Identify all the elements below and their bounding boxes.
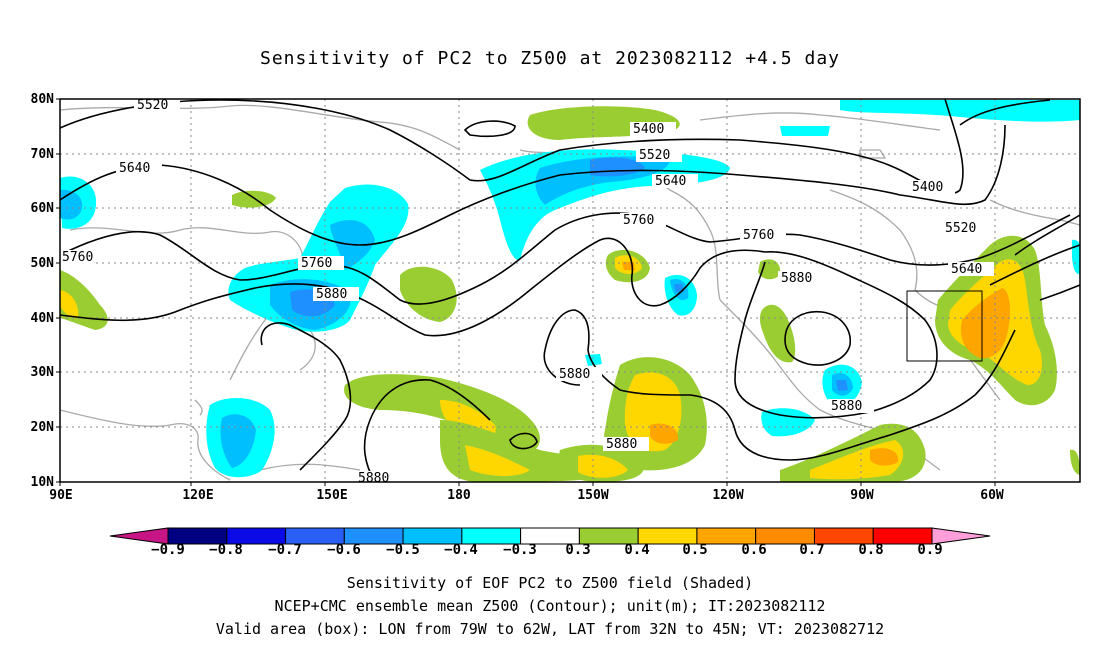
contour-label: 5760 bbox=[301, 256, 332, 271]
map-frame bbox=[59, 98, 1081, 483]
colorbar-label: 0.5 bbox=[682, 542, 708, 558]
lon-label-150e: 150E bbox=[316, 488, 348, 503]
lon-label-90w: 90W bbox=[850, 488, 874, 503]
contour-labels: 5520 5400 5520 5640 5640 5760 5760 5880 … bbox=[60, 98, 994, 486]
contour-label: 5640 bbox=[951, 262, 982, 277]
colorbar-label: 0.4 bbox=[624, 542, 650, 558]
colorbar bbox=[109, 527, 991, 545]
contour-label: 5400 bbox=[633, 122, 664, 137]
colorbar-label: 0.3 bbox=[565, 542, 591, 558]
lon-label-150w: 150W bbox=[577, 488, 609, 503]
z500-contours bbox=[60, 99, 1080, 482]
contour-label: 5520 bbox=[137, 98, 168, 113]
tick-marks bbox=[56, 98, 996, 486]
lat-label-50n: 50N bbox=[30, 256, 54, 271]
contour-label: 5760 bbox=[623, 213, 654, 228]
lon-label-120e: 120E bbox=[182, 488, 214, 503]
map-title: Sensitivity of PC2 to Z500 at 2023082112… bbox=[259, 48, 840, 69]
contour-label: 5880 bbox=[559, 367, 590, 382]
contour-label: 5400 bbox=[912, 180, 943, 195]
colorbar-label: −0.5 bbox=[386, 542, 420, 558]
caption-shaded: Sensitivity of EOF PC2 to Z500 field (Sh… bbox=[346, 574, 754, 592]
colorbar-label: 0.9 bbox=[917, 542, 943, 558]
contour-label: 5520 bbox=[639, 148, 670, 163]
colorbar-label: −0.4 bbox=[444, 542, 478, 558]
colorbar-label: 0.8 bbox=[858, 542, 884, 558]
colorbar-label: 0.7 bbox=[799, 542, 825, 558]
lat-label-30n: 30N bbox=[30, 365, 54, 380]
lat-label-20n: 20N bbox=[30, 420, 54, 435]
valid-area-box bbox=[906, 290, 983, 362]
lat-label-40n: 40N bbox=[30, 311, 54, 326]
lon-label-90e: 90E bbox=[49, 488, 73, 503]
lat-label-10n: 10N bbox=[30, 475, 54, 490]
colorbar-label: −0.3 bbox=[503, 542, 537, 558]
lon-label-60w: 60W bbox=[980, 488, 1004, 503]
colorbar-label: −0.7 bbox=[268, 542, 302, 558]
colorbar-label: −0.9 bbox=[151, 542, 185, 558]
contour-label: 5640 bbox=[655, 174, 686, 189]
colorbar-high-end bbox=[931, 527, 991, 545]
contour-label: 5880 bbox=[316, 287, 347, 302]
colorbar-label: −0.8 bbox=[209, 542, 243, 558]
lat-label-60n: 60N bbox=[30, 201, 54, 216]
contour-label: 5520 bbox=[945, 221, 976, 236]
positive-sensitivity-regions bbox=[60, 106, 1080, 482]
colorbar-boxes bbox=[167, 527, 933, 545]
lon-label-120w: 120W bbox=[712, 488, 744, 503]
colorbar-label: −0.6 bbox=[327, 542, 361, 558]
contour-label: 5640 bbox=[119, 161, 150, 176]
caption-contour: NCEP+CMC ensemble mean Z500 (Contour); u… bbox=[274, 597, 826, 615]
contour-label: 5880 bbox=[606, 437, 637, 452]
contour-label: 5880 bbox=[781, 271, 812, 286]
lat-label-80n: 80N bbox=[30, 92, 54, 107]
contour-label: 5880 bbox=[831, 399, 862, 414]
contour-label: 5760 bbox=[62, 250, 93, 265]
contour-label: 5880 bbox=[358, 471, 389, 486]
colorbar-label: 0.6 bbox=[741, 542, 767, 558]
contour-label: 5760 bbox=[743, 228, 774, 243]
caption-valid-area: Valid area (box): LON from 79W to 62W, L… bbox=[215, 620, 885, 638]
lon-label-180: 180 bbox=[447, 488, 471, 503]
lat-label-70n: 70N bbox=[30, 147, 54, 162]
